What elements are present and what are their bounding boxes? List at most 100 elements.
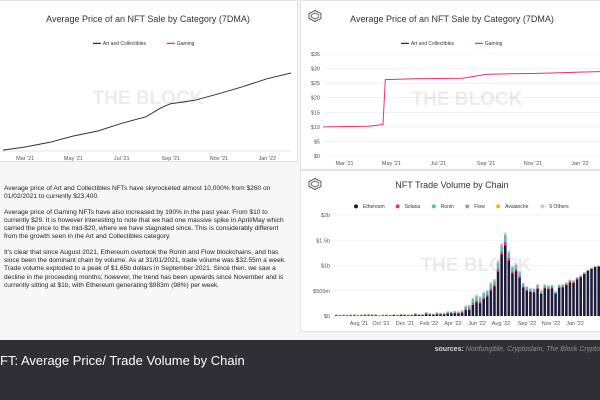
bar-ethereum bbox=[403, 315, 406, 316]
bar-ethereum bbox=[417, 314, 421, 316]
bar-flow bbox=[471, 298, 475, 300]
bar-flow bbox=[485, 291, 489, 292]
x-tick-label: Jan '22 bbox=[571, 161, 589, 167]
bar-ethereum bbox=[446, 313, 450, 316]
bar-6-others bbox=[482, 291, 485, 293]
bar-ronin bbox=[453, 311, 457, 313]
bar-ethereum bbox=[442, 314, 446, 316]
legend-entry: Flow bbox=[474, 204, 485, 210]
bar-ronin bbox=[521, 284, 525, 287]
bar-ethereum bbox=[536, 288, 539, 316]
bar-ronin bbox=[424, 312, 428, 314]
bar-solana bbox=[514, 269, 518, 272]
bar-ethereum bbox=[597, 266, 600, 316]
bar-ronin bbox=[392, 314, 396, 315]
bar-ronin bbox=[414, 313, 417, 315]
bar-solana bbox=[453, 312, 457, 314]
chart-title: Average Price of an NFT Sale by Category… bbox=[46, 14, 250, 24]
y-tick-label: $1.5b bbox=[316, 238, 330, 244]
x-tick-label: Jan '22 bbox=[258, 156, 276, 161]
chart-art-svg: Art and Collectibles Gaming THE BLOCK Mar '… bbox=[2, 41, 292, 161]
bar-ethereum bbox=[500, 254, 503, 316]
bar-ronin bbox=[482, 293, 485, 298]
legend-entry: 6 Others bbox=[549, 204, 569, 210]
y-tick-label: $10 bbox=[311, 125, 320, 131]
bar-ethereum bbox=[360, 315, 363, 316]
bar-ethereum bbox=[572, 282, 575, 316]
the-block-logo-icon bbox=[308, 10, 322, 22]
x-tick-label: Sep '22 bbox=[518, 321, 536, 327]
chart-card-volume: NFT Trade Volume by Chain Ethereum Solana… bbox=[300, 170, 600, 332]
bar-ethereum bbox=[374, 315, 378, 316]
bar-flow bbox=[521, 283, 525, 285]
bar-ethereum bbox=[554, 293, 557, 316]
bar-solana bbox=[475, 300, 478, 303]
bar-solana bbox=[489, 288, 493, 291]
watermark: THE BLOCK bbox=[93, 88, 204, 109]
bar-solana bbox=[496, 268, 500, 272]
bar-solana bbox=[557, 286, 561, 288]
bar-ethereum bbox=[457, 313, 460, 316]
y-tick-label: $500m bbox=[313, 289, 330, 295]
bar-6-others bbox=[489, 282, 493, 284]
bar-solana bbox=[543, 287, 547, 289]
bar-solana bbox=[521, 286, 525, 288]
bar-ronin bbox=[485, 291, 489, 295]
bar-solana bbox=[550, 287, 554, 289]
bar-ronin bbox=[543, 285, 547, 288]
bar-ethereum bbox=[464, 310, 467, 316]
bar-ethereum bbox=[406, 315, 410, 316]
y-tick-label: $30 bbox=[311, 67, 320, 73]
bar-flow bbox=[514, 264, 518, 266]
bar-6-others bbox=[511, 265, 514, 267]
bar-ethereum bbox=[586, 270, 590, 316]
bar-flow bbox=[525, 286, 529, 288]
bar-ronin bbox=[507, 253, 511, 258]
bar-solana bbox=[507, 258, 511, 261]
legend-swatch bbox=[496, 204, 501, 209]
bar-ethereum bbox=[493, 286, 496, 316]
bar-flow bbox=[536, 284, 539, 286]
bar-ethereum bbox=[396, 315, 399, 316]
bar-ronin bbox=[489, 284, 493, 289]
page: Average Price of an NFT Sale by Category… bbox=[0, 0, 600, 340]
x-tick-label: Feb '22 bbox=[420, 321, 438, 327]
bar-ethereum bbox=[521, 287, 525, 316]
bar-flow bbox=[468, 305, 471, 307]
x-tick-label: Sep '21 bbox=[477, 161, 495, 167]
legend-swatch bbox=[354, 204, 358, 209]
legend-entry: Ronin bbox=[441, 204, 454, 210]
bar-ronin bbox=[435, 312, 439, 314]
bar-ethereum bbox=[525, 290, 529, 316]
bar-ronin bbox=[468, 306, 471, 309]
x-tick-label: Aug '22 bbox=[492, 321, 510, 327]
bar-solana bbox=[525, 289, 529, 291]
bar-ronin bbox=[547, 286, 550, 289]
bar-flow bbox=[475, 295, 478, 297]
bar-ethereum bbox=[482, 298, 485, 316]
bar-6-others bbox=[539, 289, 543, 291]
bar-flow bbox=[489, 283, 493, 285]
bar-ronin bbox=[471, 299, 475, 304]
bar-flow bbox=[518, 272, 521, 273]
watermark: THE BLOCK bbox=[421, 255, 532, 276]
bar-solana bbox=[457, 312, 460, 314]
bar-6-others bbox=[464, 305, 467, 307]
bar-solana bbox=[511, 271, 514, 274]
x-tick-label: Jan '22 bbox=[566, 321, 584, 327]
bar-ethereum bbox=[489, 290, 493, 316]
series-line-gaming bbox=[322, 71, 600, 128]
x-tick-label: Nov '21 bbox=[210, 156, 228, 161]
legend-swatch bbox=[395, 204, 400, 209]
bar-6-others bbox=[514, 263, 518, 265]
bar-ethereum bbox=[518, 277, 521, 316]
bar-flow bbox=[507, 252, 511, 254]
x-tick-label: Jun '22 bbox=[468, 321, 486, 327]
watermark: THE BLOCK bbox=[412, 89, 523, 110]
bar-6-others bbox=[468, 304, 471, 306]
bar-ronin bbox=[565, 283, 568, 285]
bar-ethereum bbox=[507, 260, 511, 316]
bar-ethereum bbox=[352, 315, 356, 316]
bar-solana bbox=[561, 286, 565, 288]
